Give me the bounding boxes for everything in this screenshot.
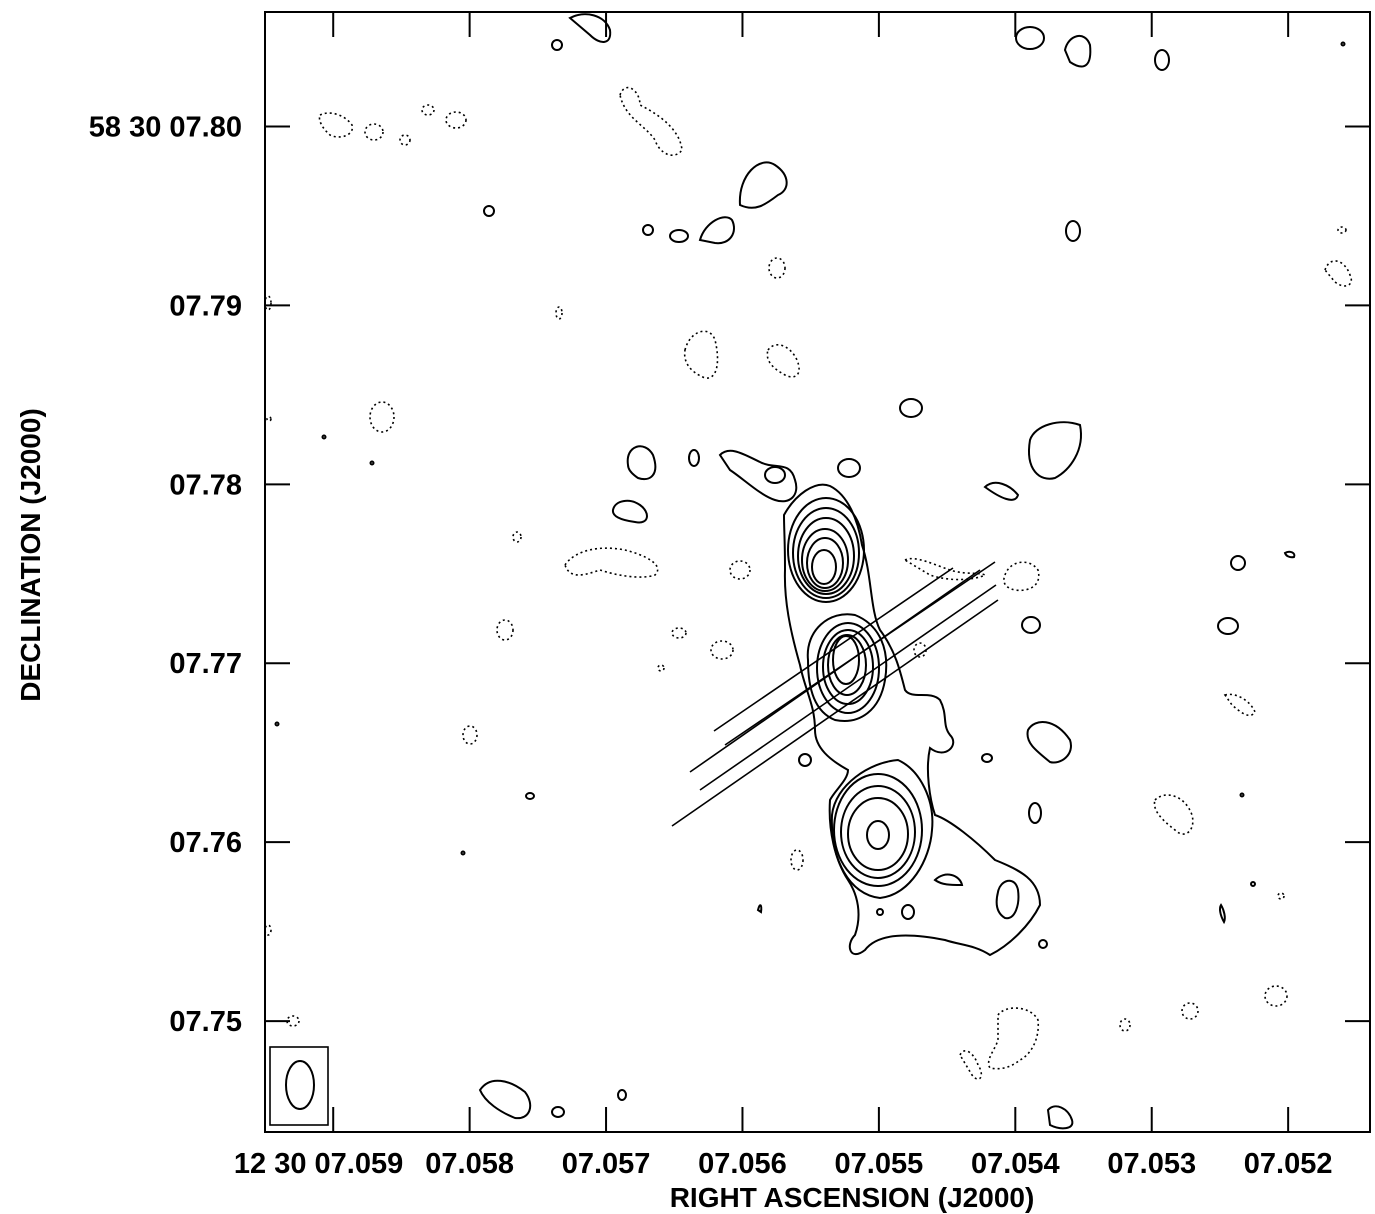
y-tick-label: 58 30 07.80 — [89, 112, 242, 144]
y-tick-label: 07.77 — [169, 648, 242, 680]
y-tick-label: 07.79 — [169, 290, 242, 322]
beam-inset — [269, 1046, 329, 1126]
x-tick-label: 07.058 — [425, 1148, 514, 1180]
south-contour-4 — [847, 797, 909, 871]
central-contour-2 — [816, 622, 880, 714]
x-tick-label: 07.056 — [698, 1148, 787, 1180]
central-contour-1 — [806, 613, 888, 722]
y-axis-ticks: 58 30 07.80 07.79 07.78 07.77 07.76 07.75 — [89, 112, 1370, 1038]
outer-envelope-contour — [782, 483, 1042, 957]
y-tick-label: 07.78 — [169, 469, 242, 501]
beam-box — [269, 1046, 329, 1126]
north-contour-2 — [787, 497, 865, 603]
x-axis-title: RIGHT ASCENSION (J2000) — [670, 1182, 1035, 1213]
plot-frame — [264, 11, 1371, 1133]
x-tick-label: 12 30 07.059 — [234, 1148, 403, 1180]
north-contour-6 — [806, 537, 844, 589]
positive-noise-contours — [274, 13, 1346, 1130]
negative-noise-contours — [264, 86, 1353, 1080]
north-contour-3 — [792, 507, 860, 599]
north-contour-4 — [797, 517, 855, 595]
south-contour-3 — [840, 785, 916, 879]
x-tick-label: 07.054 — [971, 1148, 1060, 1180]
central-component-contours — [806, 613, 888, 722]
north-contour-7 — [811, 549, 837, 585]
position-angle-lines — [671, 561, 999, 827]
x-tick-label: 07.053 — [1107, 1148, 1196, 1180]
south-contour-1 — [830, 758, 934, 900]
north-component-contours — [782, 483, 1042, 957]
beam-ellipse — [285, 1060, 315, 1110]
central-contour-4 — [827, 634, 867, 696]
central-contour-5 — [832, 635, 860, 685]
x-tick-label: 07.052 — [1244, 1148, 1333, 1180]
x-axis-ticks: 12 30 07.059 07.058 07.057 07.056 07.055 07.0… — [234, 12, 1333, 1180]
south-contour-2 — [833, 773, 923, 887]
y-axis-title: DECLINATION (J2000) — [15, 408, 46, 702]
south-component-contours — [830, 758, 934, 900]
y-tick-label: 07.76 — [169, 827, 242, 859]
north-contour-5 — [801, 528, 849, 592]
x-tick-label: 07.057 — [562, 1148, 651, 1180]
south-contour-5 — [866, 820, 890, 850]
y-tick-label: 07.75 — [169, 1006, 242, 1038]
x-tick-label: 07.055 — [835, 1148, 924, 1180]
